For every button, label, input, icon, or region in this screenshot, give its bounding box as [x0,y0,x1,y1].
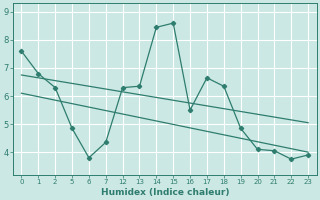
X-axis label: Humidex (Indice chaleur): Humidex (Indice chaleur) [100,188,229,197]
